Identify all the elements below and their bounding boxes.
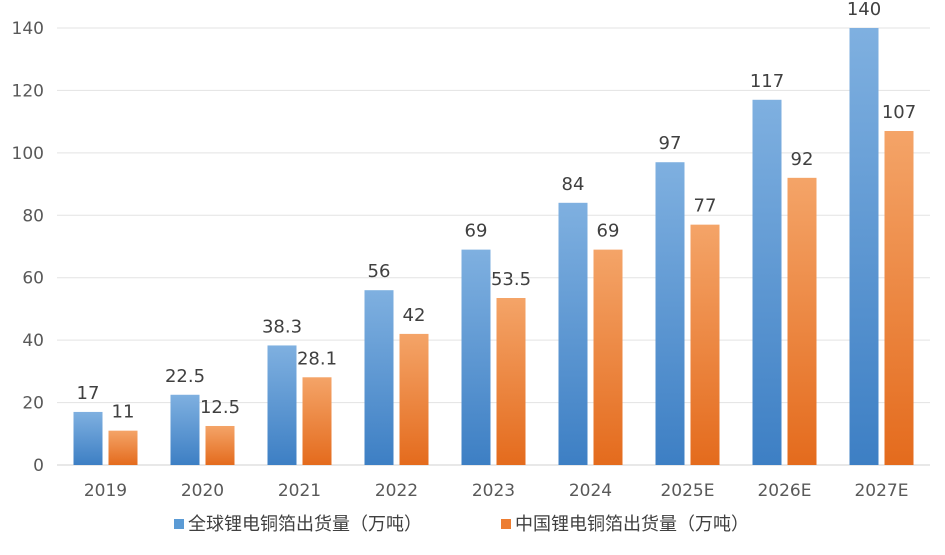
data-labels: 17 11 22.5 12.5 38.3 28.1 56 42 69 53.5 84 69 97 77 11… <box>77 0 917 423</box>
data-label: 107 <box>882 102 916 123</box>
data-label: 84 <box>562 174 585 195</box>
data-label: 17 <box>77 383 100 404</box>
y-tick-label: 120 <box>12 81 44 101</box>
x-tick-label: 2023 <box>472 481 515 501</box>
bar <box>690 224 720 465</box>
data-label: 11 <box>112 402 135 423</box>
data-label: 69 <box>597 221 620 242</box>
x-axis: 2019 2020 2021 2022 2023 2024 2025E 2026E 2027E <box>84 481 909 501</box>
bar <box>593 249 623 465</box>
bar <box>73 411 103 465</box>
x-tick-label: 2020 <box>181 481 224 501</box>
x-tick-label: 2022 <box>375 481 418 501</box>
y-tick-label: 80 <box>22 206 44 226</box>
bar <box>496 298 526 465</box>
data-label: 117 <box>750 71 784 92</box>
data-label: 56 <box>368 261 391 282</box>
data-label: 12.5 <box>200 397 240 418</box>
bar <box>787 177 817 466</box>
data-label: 77 <box>694 196 717 217</box>
bar <box>302 377 332 465</box>
legend-swatch-global <box>174 519 184 529</box>
bar <box>364 290 394 465</box>
bar <box>108 430 138 465</box>
y-axis: 0 20 40 60 80 100 120 140 <box>12 19 44 476</box>
bar <box>399 333 429 465</box>
x-tick-label: 2027E <box>854 481 908 501</box>
legend-label-china: 中国锂电铜箔出货量（万吨） <box>515 514 749 535</box>
data-label: 92 <box>791 149 814 170</box>
legend-label-global: 全球锂电铜箔出货量（万吨） <box>188 514 422 535</box>
bar <box>884 131 914 465</box>
data-label: 140 <box>847 0 881 20</box>
legend-swatch-china <box>501 519 511 529</box>
bars <box>73 28 914 466</box>
x-tick-label: 2021 <box>278 481 321 501</box>
y-tick-label: 0 <box>33 456 44 476</box>
data-label: 28.1 <box>297 348 337 369</box>
x-tick-label: 2024 <box>569 481 612 501</box>
y-tick-label: 40 <box>22 331 44 351</box>
y-tick-label: 60 <box>22 269 44 289</box>
bar <box>205 425 235 465</box>
y-tick-label: 20 <box>22 394 44 414</box>
data-label: 38.3 <box>262 316 302 337</box>
data-label: 42 <box>403 305 426 326</box>
y-tick-label: 140 <box>12 19 44 39</box>
bar <box>655 162 685 465</box>
x-tick-label: 2019 <box>84 481 127 501</box>
data-label: 69 <box>465 221 488 242</box>
bar <box>752 99 782 466</box>
data-label: 22.5 <box>165 366 205 387</box>
bar <box>170 394 200 465</box>
bar <box>461 249 491 465</box>
data-label: 97 <box>659 133 682 154</box>
x-tick-label: 2026E <box>757 481 811 501</box>
grid-lines <box>57 27 930 466</box>
data-label: 53.5 <box>491 269 531 290</box>
legend: 全球锂电铜箔出货量（万吨） 中国锂电铜箔出货量（万吨） <box>174 514 749 535</box>
y-tick-label: 100 <box>12 144 44 164</box>
bar <box>558 202 588 466</box>
x-tick-label: 2025E <box>660 481 714 501</box>
bar <box>267 345 297 465</box>
bar <box>849 28 879 465</box>
